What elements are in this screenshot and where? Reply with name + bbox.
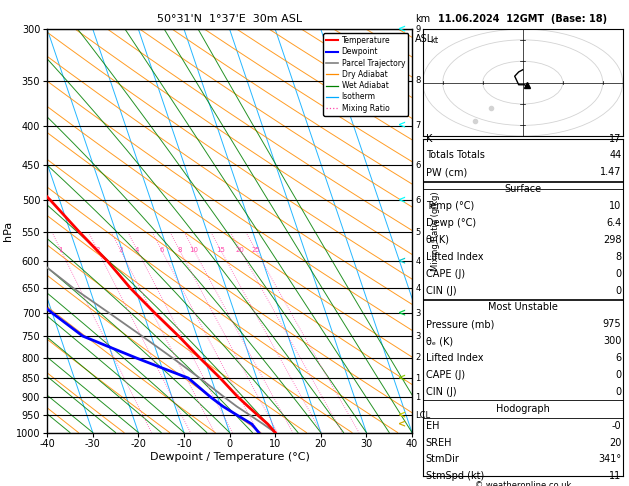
Text: Hodograph: Hodograph (496, 404, 550, 414)
Text: 0: 0 (615, 285, 621, 295)
Text: 1: 1 (58, 247, 63, 253)
Text: SREH: SREH (426, 437, 452, 448)
Text: 15: 15 (216, 247, 225, 253)
Text: 3: 3 (415, 309, 421, 317)
Text: <: < (398, 24, 406, 34)
Y-axis label: hPa: hPa (3, 221, 13, 241)
Legend: Temperature, Dewpoint, Parcel Trajectory, Dry Adiabat, Wet Adiabat, Isotherm, Mi: Temperature, Dewpoint, Parcel Trajectory… (323, 33, 408, 116)
Text: 341°: 341° (598, 454, 621, 465)
Text: © weatheronline.co.uk: © weatheronline.co.uk (474, 481, 571, 486)
Text: StmSpd (kt): StmSpd (kt) (426, 471, 484, 481)
Text: 1: 1 (415, 374, 420, 382)
Text: 1.47: 1.47 (600, 167, 621, 177)
Text: 5: 5 (415, 228, 420, 237)
Text: CIN (J): CIN (J) (426, 285, 457, 295)
Text: 0: 0 (615, 387, 621, 397)
Text: Pressure (mb): Pressure (mb) (426, 319, 494, 330)
Text: 6: 6 (415, 196, 421, 205)
Text: 20: 20 (609, 437, 621, 448)
Text: 4: 4 (415, 257, 420, 266)
Text: Mixing Ratio (g/kg): Mixing Ratio (g/kg) (431, 191, 440, 271)
Text: <: < (398, 308, 406, 318)
Text: 7: 7 (415, 121, 421, 130)
Text: Surface: Surface (504, 184, 542, 194)
Text: LCL: LCL (415, 411, 430, 420)
Text: 8: 8 (415, 76, 421, 86)
Text: 4: 4 (135, 247, 139, 253)
Text: 0: 0 (615, 370, 621, 380)
Text: 6.4: 6.4 (606, 218, 621, 228)
Text: 8: 8 (177, 247, 182, 253)
Text: 10: 10 (610, 201, 621, 211)
Text: θₑ(K): θₑ(K) (426, 235, 450, 245)
Text: CAPE (J): CAPE (J) (426, 370, 465, 380)
Text: Lifted Index: Lifted Index (426, 252, 483, 262)
Text: 1: 1 (415, 393, 420, 402)
Text: 25: 25 (252, 247, 260, 253)
Text: Dewp (°C): Dewp (°C) (426, 218, 476, 228)
Text: 3: 3 (118, 247, 123, 253)
Text: θₑ (K): θₑ (K) (426, 336, 453, 346)
Text: EH: EH (426, 420, 439, 431)
Text: 2: 2 (415, 353, 420, 362)
Text: 6: 6 (615, 353, 621, 363)
Text: 3: 3 (415, 331, 421, 341)
Text: 2: 2 (96, 247, 100, 253)
Text: <: < (398, 373, 406, 383)
Text: 6: 6 (415, 160, 421, 170)
Text: 0: 0 (615, 269, 621, 278)
Text: kt: kt (431, 35, 439, 45)
Text: 44: 44 (610, 150, 621, 160)
X-axis label: Dewpoint / Temperature (°C): Dewpoint / Temperature (°C) (150, 452, 309, 462)
Text: 298: 298 (603, 235, 621, 245)
Text: 9: 9 (415, 25, 420, 34)
Text: CAPE (J): CAPE (J) (426, 269, 465, 278)
Text: StmDir: StmDir (426, 454, 460, 465)
Text: 11.06.2024  12GMT  (Base: 18): 11.06.2024 12GMT (Base: 18) (438, 14, 607, 24)
Text: 8: 8 (615, 252, 621, 262)
Text: <: < (398, 419, 406, 429)
Text: <: < (398, 257, 406, 266)
Text: 50°31'N  1°37'E  30m ASL: 50°31'N 1°37'E 30m ASL (157, 14, 302, 24)
Text: CIN (J): CIN (J) (426, 387, 457, 397)
Text: Most Unstable: Most Unstable (487, 302, 558, 312)
Text: 975: 975 (603, 319, 621, 330)
Text: Temp (°C): Temp (°C) (426, 201, 474, 211)
Text: km: km (415, 14, 430, 24)
Text: K: K (426, 134, 432, 143)
Text: PW (cm): PW (cm) (426, 167, 467, 177)
Text: 10: 10 (189, 247, 198, 253)
Text: 11: 11 (610, 471, 621, 481)
Text: 20: 20 (236, 247, 245, 253)
Text: <: < (398, 195, 406, 205)
Text: 300: 300 (603, 336, 621, 346)
Text: Lifted Index: Lifted Index (426, 353, 483, 363)
Text: ASL: ASL (415, 34, 433, 44)
Text: Totals Totals: Totals Totals (426, 150, 485, 160)
Text: <: < (398, 410, 406, 420)
Text: 17: 17 (609, 134, 621, 143)
Text: -0: -0 (612, 420, 621, 431)
Text: 6: 6 (159, 247, 164, 253)
Text: <: < (398, 121, 406, 131)
Text: 4: 4 (415, 284, 420, 293)
